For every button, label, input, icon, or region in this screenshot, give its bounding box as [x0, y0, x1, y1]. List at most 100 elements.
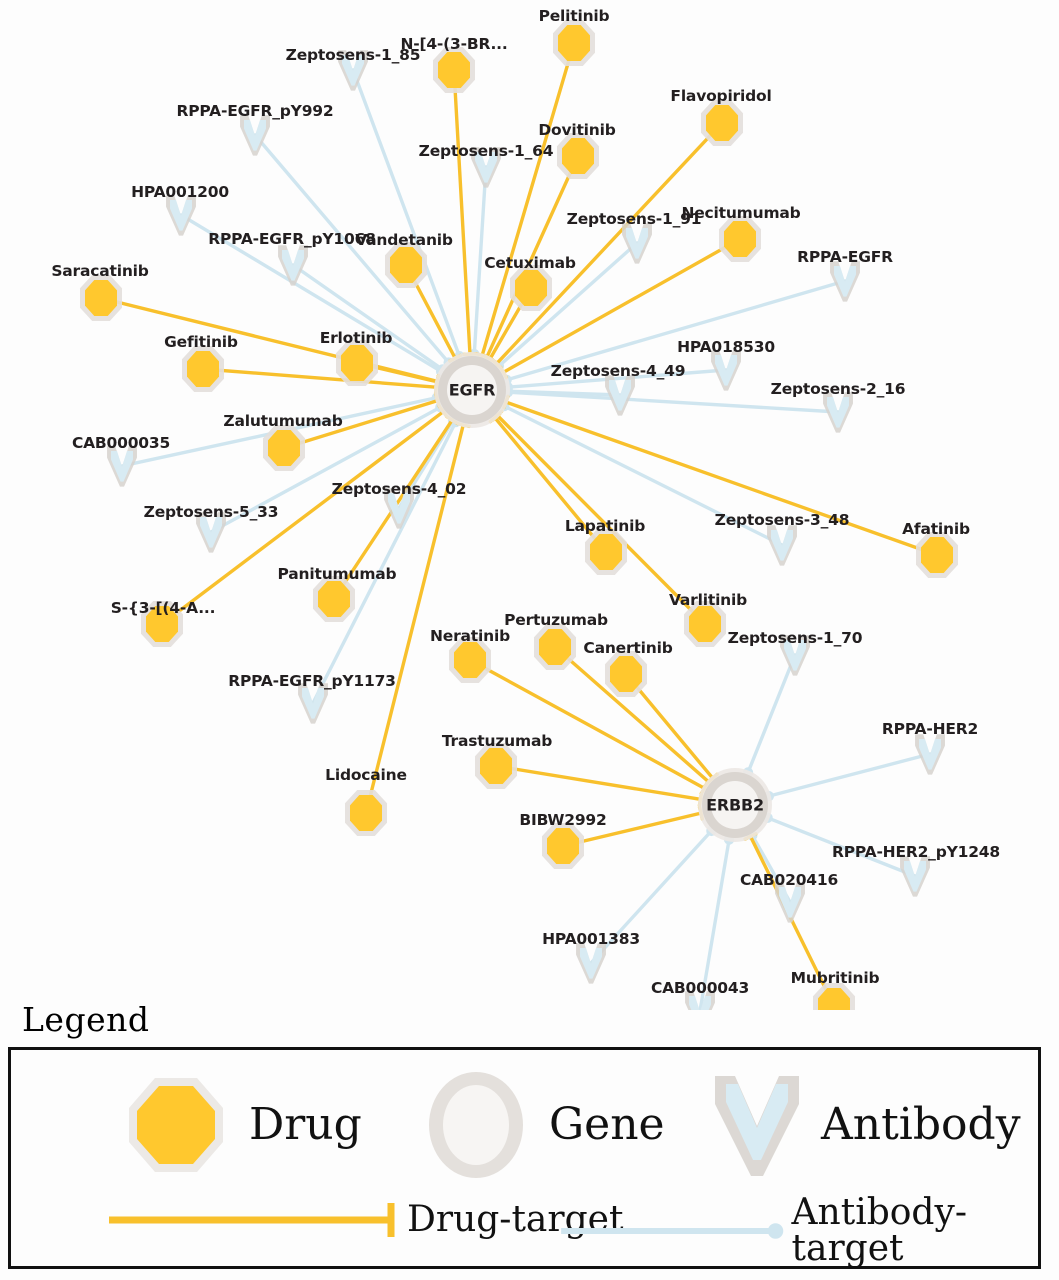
drug-label: Lapatinib — [564, 517, 646, 535]
antibody-node[interactable] — [823, 392, 853, 433]
nodes-layer — [80, 20, 958, 1010]
antibody-label: Zeptosens-1_64 — [418, 142, 554, 160]
antibody-label: HPA001383 — [542, 930, 640, 948]
legend-edges-row: Drug-target Antibody-target — [11, 1185, 1038, 1269]
antibody-node[interactable] — [622, 223, 652, 264]
antibody-node[interactable] — [915, 734, 945, 775]
drug-target-edge — [494, 764, 704, 807]
antibody-label: Zeptosens-5_33 — [143, 503, 279, 521]
drug-label: Neratinib — [430, 627, 510, 645]
drug-label: Canertinib — [583, 639, 673, 657]
octagon-icon — [129, 1078, 223, 1172]
drug-node[interactable] — [182, 346, 224, 392]
gene-node[interactable] — [434, 352, 510, 428]
edges-layer — [99, 41, 939, 1010]
legend-item-antibody-target: Antibody-target — [556, 1195, 1038, 1267]
antibody-label: RPPA-EGFR_pY1173 — [228, 672, 396, 690]
antibody-label: Zeptosens-2_16 — [770, 380, 906, 398]
drug-node[interactable] — [719, 216, 761, 262]
antibody-node[interactable] — [900, 856, 930, 897]
antibody-label: RPPA-HER2_pY1248 — [832, 843, 1000, 861]
drug-node[interactable] — [605, 651, 647, 697]
legend-item-drug-target: Drug-target — [103, 1195, 623, 1245]
antibody-label: Zeptosens-1_91 — [566, 210, 702, 228]
drug-node[interactable] — [701, 100, 743, 146]
antibody-target-edge — [311, 416, 461, 705]
drug-node[interactable] — [345, 790, 387, 836]
antibody-node[interactable] — [338, 50, 368, 91]
drug-label: Trastuzumab — [441, 732, 553, 750]
antibody-node[interactable] — [196, 512, 226, 553]
drug-label: BIBW2992 — [519, 811, 607, 829]
antibody-node[interactable] — [384, 488, 414, 529]
gene-label: EGFR — [448, 380, 496, 400]
drug-label: Gefitinib — [164, 333, 238, 351]
drug-node[interactable] — [385, 242, 427, 288]
antibody-node[interactable] — [471, 147, 501, 188]
drug-label: Flavopiridol — [670, 87, 772, 105]
antibody-node[interactable] — [166, 195, 196, 236]
antibody-node[interactable] — [775, 882, 805, 923]
drug-label: N-[4-(3-BR... — [400, 35, 508, 53]
drug-label: Erlotinib — [319, 329, 393, 347]
drug-node[interactable] — [336, 340, 378, 386]
antibody-node[interactable] — [830, 261, 860, 302]
drug-node[interactable] — [313, 576, 355, 622]
drug-label: Mubritinib — [790, 969, 880, 987]
legend-label-gene: Gene — [549, 1099, 665, 1150]
drug-node[interactable] — [542, 823, 584, 869]
drug-node[interactable] — [433, 47, 475, 93]
drug-node[interactable] — [449, 637, 491, 683]
drug-node[interactable] — [80, 275, 122, 321]
antibody-label: RPPA-EGFR — [797, 248, 893, 266]
legend-item-gene: Gene — [411, 1064, 665, 1186]
antibody-node[interactable] — [767, 525, 797, 566]
drug-node[interactable] — [585, 529, 627, 575]
drug-node[interactable] — [813, 983, 855, 1010]
chevron-v-icon — [715, 1076, 799, 1176]
antibody-label: RPPA-EGFR_pY992 — [176, 102, 334, 120]
gene-label: ERBB2 — [706, 795, 764, 815]
antibody-node[interactable] — [107, 446, 137, 487]
antibody-target-edge-icon — [561, 1223, 784, 1239]
legend-label-antibody: Antibody — [821, 1099, 1021, 1150]
drug-label: Pertuzumab — [504, 611, 608, 629]
antibody-target-edge — [742, 653, 797, 778]
drug-node[interactable] — [557, 133, 599, 179]
drug-node[interactable] — [510, 265, 552, 311]
antibody-label: Zeptosens-3_48 — [714, 511, 850, 529]
drug-label: Afatinib — [902, 520, 970, 538]
legend-box: Drug Gene Antibody — [8, 1047, 1041, 1269]
antibody-node[interactable] — [711, 350, 741, 391]
antibody-node[interactable] — [605, 375, 635, 416]
antibody-label: RPPA-EGFR_pY1068 — [208, 230, 376, 248]
antibody-node[interactable] — [780, 635, 810, 676]
antibody-label: Zeptosens-4_02 — [331, 480, 467, 498]
drug-label: Dovitinib — [538, 121, 616, 139]
drug-node[interactable] — [553, 20, 595, 66]
antibody-label: CAB000043 — [650, 979, 750, 997]
drug-node[interactable] — [684, 601, 726, 647]
donut-icon — [429, 1072, 523, 1178]
legend-label-antibody-target: Antibody-target — [791, 1192, 967, 1269]
drug-node[interactable] — [534, 624, 576, 670]
antibody-node[interactable] — [576, 943, 606, 984]
gene-node[interactable] — [698, 768, 772, 842]
antibody-node[interactable] — [240, 115, 270, 156]
antibody-label: Zeptosens-1_85 — [285, 46, 421, 64]
drug-label: Varlitinib — [668, 591, 748, 609]
drug-node[interactable] — [475, 743, 517, 789]
drug-label: Lidocaine — [325, 766, 407, 784]
antibody-label: CAB020416 — [739, 871, 839, 889]
antibody-label: HPA001200 — [131, 183, 229, 201]
antibody-node[interactable] — [298, 683, 328, 724]
drug-node[interactable] — [263, 425, 305, 471]
drug-node[interactable] — [916, 532, 958, 578]
antibody-node[interactable] — [685, 991, 715, 1010]
drug-node[interactable] — [141, 601, 183, 647]
antibody-label: Zeptosens-1_70 — [727, 629, 863, 647]
drug-label: Necitumumab — [681, 204, 801, 222]
antibody-node[interactable] — [278, 245, 308, 286]
drug-label: Cetuximab — [484, 254, 576, 272]
